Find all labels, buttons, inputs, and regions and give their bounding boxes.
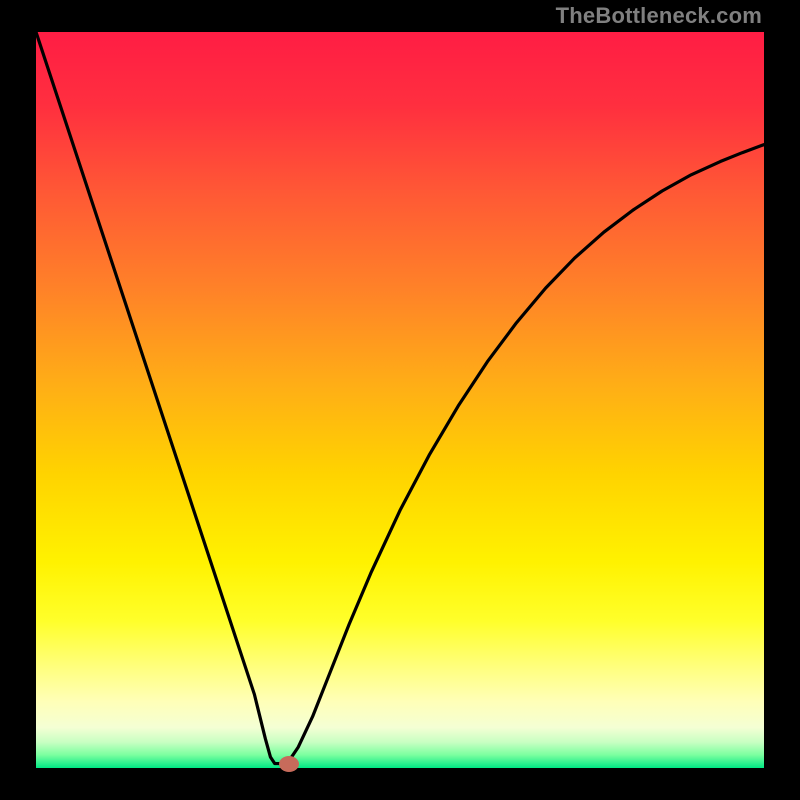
- plot-area: [36, 32, 764, 768]
- watermark-text: TheBottleneck.com: [556, 3, 762, 29]
- optimum-marker: [279, 756, 299, 772]
- bottleneck-curve: [36, 32, 764, 768]
- chart-frame: TheBottleneck.com: [0, 0, 800, 800]
